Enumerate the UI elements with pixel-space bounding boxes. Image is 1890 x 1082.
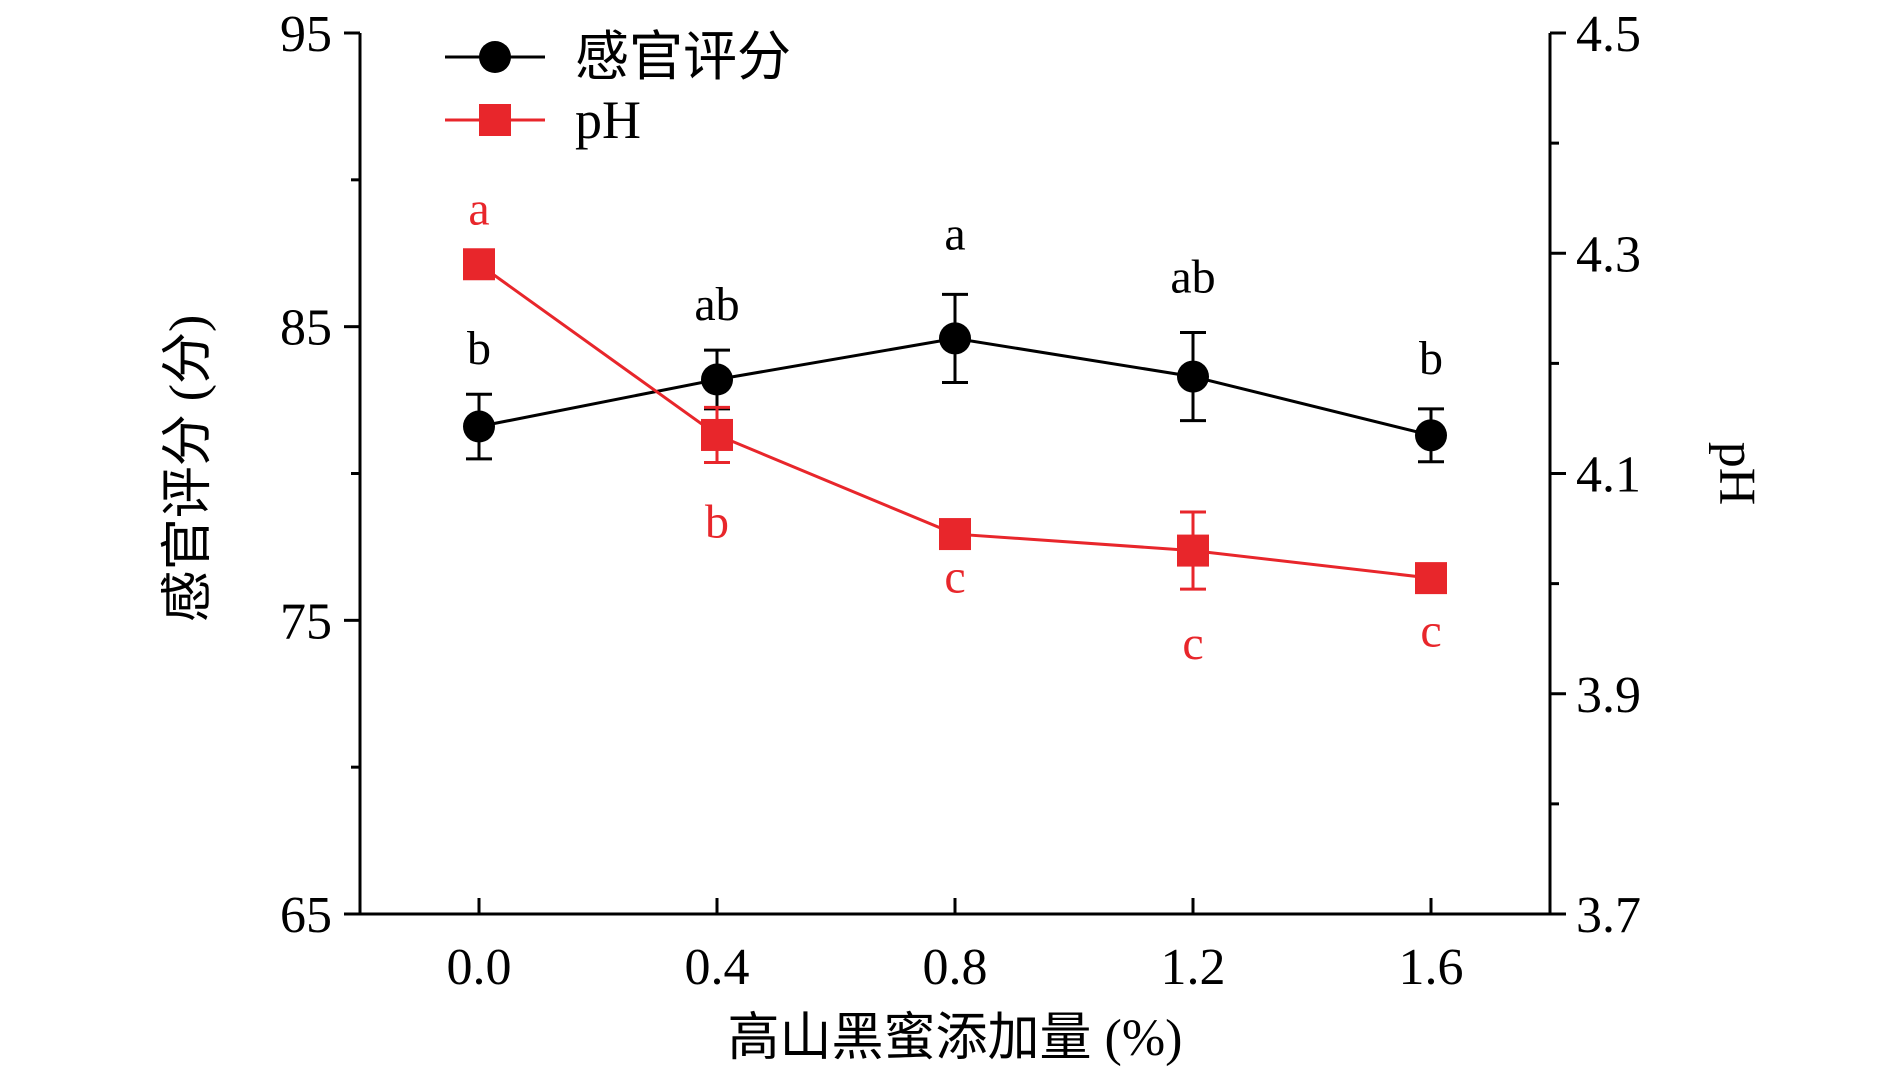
data-point [1415, 419, 1447, 452]
data-point [701, 363, 733, 396]
series-score: b ab a ab b [463, 207, 1447, 464]
significance-label: b [467, 322, 491, 375]
y-right-tick-label: 4.5 [1576, 6, 1641, 63]
legend-label: pH [575, 90, 641, 150]
significance-label: c [1420, 604, 1441, 657]
legend-item-ph: pH [445, 90, 641, 150]
y-right-tick-label: 3.7 [1576, 887, 1641, 944]
significance-label: a [944, 207, 965, 260]
significance-label: ab [694, 278, 739, 331]
legend-label: 感官评分 [575, 27, 791, 87]
y-left-tick-label: 65 [280, 887, 332, 944]
x-tick-label: 0.0 [447, 939, 512, 996]
x-axis-title: 高山黑蜜添加量 (%) [728, 1010, 1183, 1067]
data-point [463, 248, 495, 281]
data-point [939, 518, 971, 551]
data-point [1415, 562, 1447, 595]
data-point [463, 410, 495, 443]
x-tick-label: 0.4 [685, 939, 750, 996]
significance-label: ab [1170, 251, 1215, 304]
y-right-tick-label: 4.3 [1576, 226, 1641, 283]
y-right-tick-label: 4.1 [1576, 447, 1641, 504]
x-tick-label: 0.8 [923, 939, 988, 996]
significance-label: b [1419, 332, 1443, 385]
significance-label: c [944, 550, 965, 603]
legend-marker [479, 104, 511, 136]
axes-layer: 0.0 0.4 0.8 1.2 1.6 65 75 85 95 3.7 3.9 4.1 4.3 4.5 [280, 6, 1641, 996]
legend-marker [479, 41, 511, 73]
x-tick-label: 1.2 [1161, 939, 1226, 996]
x-tick-label: 1.6 [1399, 939, 1464, 996]
y-right-tick-label: 3.9 [1576, 667, 1641, 724]
significance-label: a [468, 182, 489, 235]
y-left-tick-label: 85 [280, 300, 332, 357]
data-point [1177, 534, 1209, 567]
data-point [701, 418, 733, 451]
y-right-axis-title: pH [1708, 442, 1765, 506]
y-left-tick-label: 75 [280, 593, 332, 650]
data-point [1177, 360, 1209, 393]
y-left-tick-label: 95 [280, 6, 332, 63]
significance-label: c [1182, 617, 1203, 670]
legend-item-score: 感官评分 [445, 27, 791, 87]
y-left-axis-title: 感官评分 (分) [160, 315, 217, 623]
significance-label: b [705, 495, 729, 548]
data-point [939, 322, 971, 355]
